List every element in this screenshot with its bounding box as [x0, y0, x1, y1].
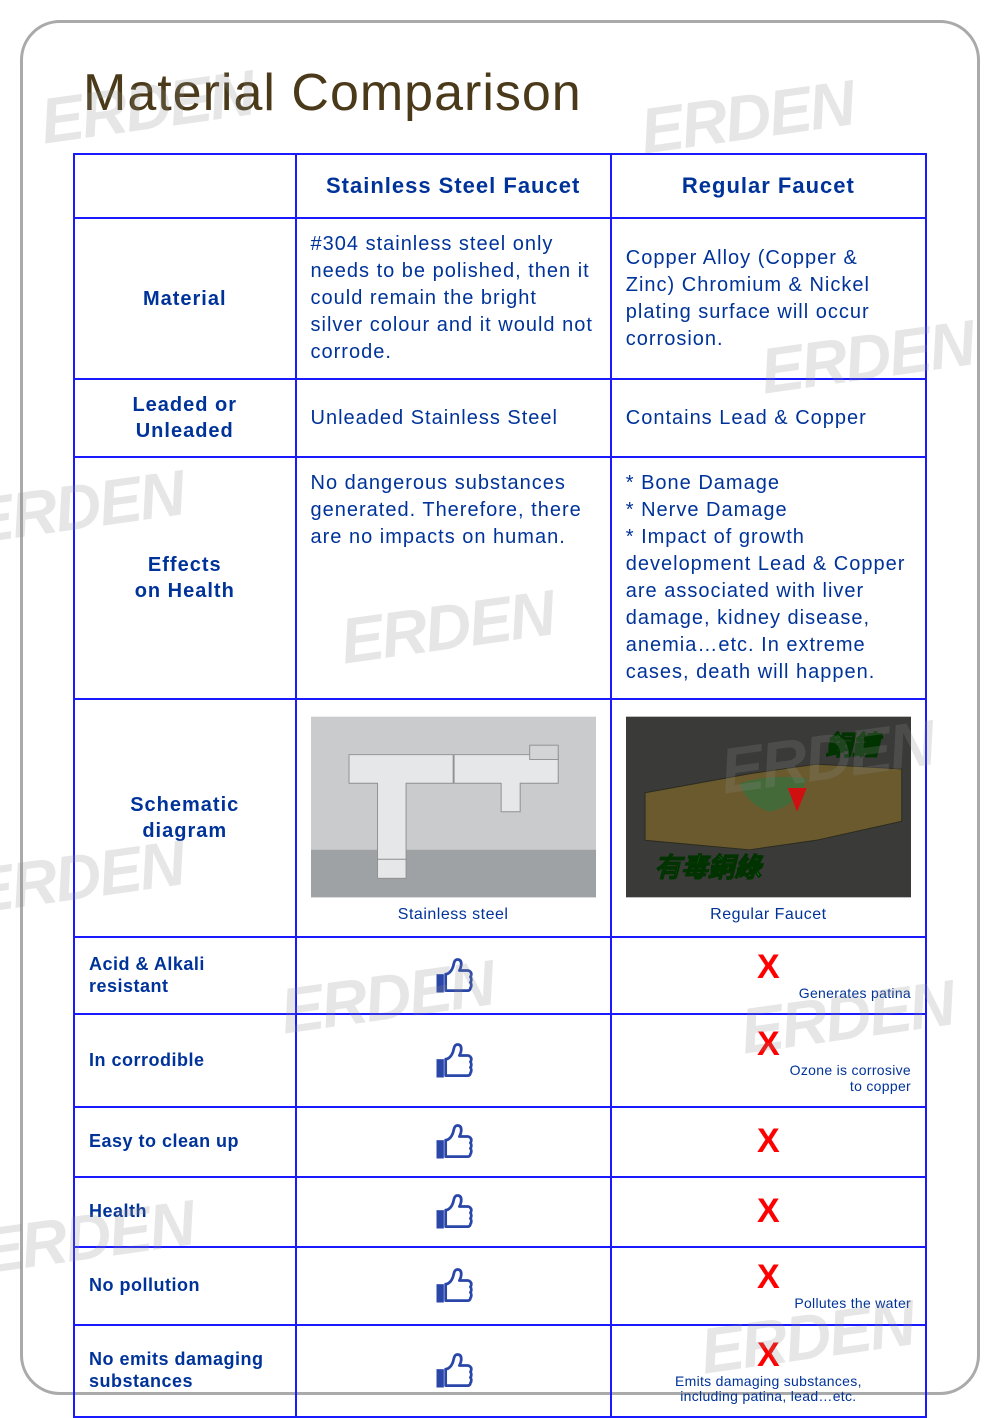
row-health-label: Effectson Health [74, 457, 296, 699]
page-frame: Material Comparison Stainless Steel Fauc… [20, 20, 980, 1395]
row-diagram: Schematicdiagram Stainless steel [74, 699, 926, 937]
feature-stainless-0 [296, 937, 611, 1014]
feature-stainless-1 [296, 1014, 611, 1107]
feature-regular-5: XEmits damaging substances,including pat… [611, 1325, 926, 1418]
thumbs-up-icon [431, 1039, 475, 1083]
thumbs-up-icon [431, 1349, 475, 1393]
x-icon: X [757, 1260, 780, 1294]
row-material-stainless: #304 stainless steel only needs to be po… [296, 218, 611, 379]
row-material-label: Material [74, 218, 296, 379]
row-leaded: Leaded orUnleaded Unleaded Stainless Ste… [74, 379, 926, 457]
feature-row-4: No pollution X Pollutes the water [74, 1247, 926, 1324]
thumbs-up-icon [431, 1120, 475, 1164]
feature-note-1: Ozone is corrosiveto copper [626, 1063, 911, 1094]
feature-stainless-3 [296, 1177, 611, 1247]
diagram-label-bottom: 有毒銅綠 [654, 852, 764, 882]
feature-label-4: No pollution [74, 1247, 296, 1324]
thumbs-up-icon [431, 954, 475, 998]
row-health-stainless: No dangerous substances generated. There… [296, 457, 611, 699]
feature-note-4: Pollutes the water [626, 1296, 911, 1311]
header-stainless: Stainless Steel Faucet [296, 154, 611, 218]
comparison-table: Stainless Steel Faucet Regular Faucet Ma… [73, 153, 927, 1418]
feature-regular-0: X Generates patina [611, 937, 926, 1014]
x-icon: X [757, 1338, 780, 1372]
feature-note-5: Emits damaging substances,including pati… [626, 1374, 911, 1405]
x-icon: X [757, 1027, 780, 1061]
row-leaded-regular: Contains Lead & Copper [611, 379, 926, 457]
feature-regular-4: X Pollutes the water [611, 1247, 926, 1324]
feature-stainless-4 [296, 1247, 611, 1324]
feature-label-3: Health [74, 1177, 296, 1247]
header-empty [74, 154, 296, 218]
diagram-stainless-caption: Stainless steel [311, 906, 596, 924]
diagram-regular-caption: Regular Faucet [626, 906, 911, 924]
row-material-regular: Copper Alloy (Copper & Zinc) Chromium & … [611, 218, 926, 379]
feature-regular-3: X [611, 1177, 926, 1247]
feature-label-1: In corrodible [74, 1014, 296, 1107]
regular-faucet-diagram: 銅鏽 有毒銅綠 [626, 712, 911, 902]
page-title: Material Comparison [83, 63, 927, 123]
stainless-faucet-diagram [311, 712, 596, 902]
feature-stainless-5 [296, 1325, 611, 1418]
row-health-regular: * Bone Damage* Nerve Damage* Impact of g… [611, 457, 926, 699]
header-row: Stainless Steel Faucet Regular Faucet [74, 154, 926, 218]
feature-stainless-2 [296, 1107, 611, 1177]
x-icon: X [757, 950, 780, 984]
feature-row-5: No emits damagingsubstances XEmits damag… [74, 1325, 926, 1418]
feature-label-0: Acid & Alkali resistant [74, 937, 296, 1014]
feature-regular-1: XOzone is corrosiveto copper [611, 1014, 926, 1107]
row-material: Material #304 stainless steel only needs… [74, 218, 926, 379]
feature-row-2: Easy to clean up X [74, 1107, 926, 1177]
thumbs-up-icon [431, 1190, 475, 1234]
diagram-label-top: 銅鏽 [825, 731, 883, 761]
feature-row-0: Acid & Alkali resistant X Generates patin… [74, 937, 926, 1014]
x-icon: X [757, 1124, 780, 1158]
feature-regular-2: X [611, 1107, 926, 1177]
feature-row-3: Health X [74, 1177, 926, 1247]
feature-label-2: Easy to clean up [74, 1107, 296, 1177]
feature-label-5: No emits damagingsubstances [74, 1325, 296, 1418]
thumbs-up-icon [431, 1264, 475, 1308]
row-diagram-label: Schematicdiagram [74, 699, 296, 937]
header-regular: Regular Faucet [611, 154, 926, 218]
row-health: Effectson Health No dangerous substances… [74, 457, 926, 699]
diagram-regular-cell: 銅鏽 有毒銅綠 Regular Faucet [611, 699, 926, 937]
x-icon: X [757, 1194, 780, 1228]
feature-row-1: In corrodible XOzone is corrosiveto copp… [74, 1014, 926, 1107]
row-leaded-label: Leaded orUnleaded [74, 379, 296, 457]
diagram-stainless-cell: Stainless steel [296, 699, 611, 937]
feature-note-0: Generates patina [626, 986, 911, 1001]
row-leaded-stainless: Unleaded Stainless Steel [296, 379, 611, 457]
